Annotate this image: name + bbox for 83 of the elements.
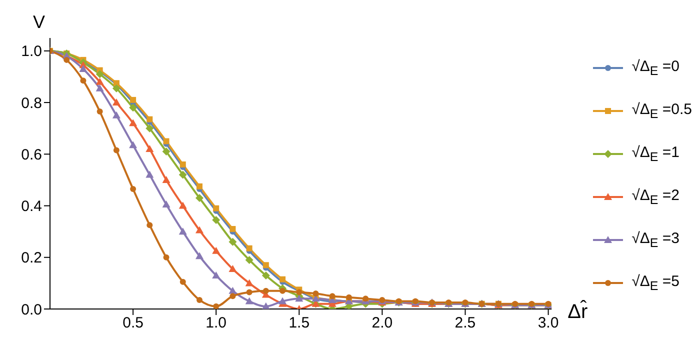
point [245,297,254,304]
point [180,278,186,285]
point [262,271,270,280]
point [195,194,204,202]
point [262,288,269,294]
point [196,183,202,190]
point [212,216,220,224]
point [96,84,104,92]
point [280,276,286,282]
point [195,252,204,260]
point [112,111,120,118]
point [246,289,252,296]
point [230,226,236,232]
x-tick-label: 1.0 [206,314,227,332]
point [280,288,286,294]
point [329,293,336,300]
point [195,226,204,234]
y-tick-label: 0.6 [21,146,42,164]
legend-label: √Δ$_{E}$ =1 [632,144,680,164]
point [196,296,202,303]
x-tick-label: 2.0 [372,314,393,332]
point [295,294,304,302]
point [178,202,187,209]
point [96,108,103,115]
point [162,200,170,208]
point [180,161,186,168]
point [346,294,352,300]
point [146,116,153,122]
legend-label: √Δ$_{E}$ =2 [632,186,680,206]
legend-label: √Δ$_{E}$ =3 [632,230,680,250]
point [130,186,136,192]
point [262,302,270,309]
point [146,124,154,132]
x-tick-label: 3.0 [538,314,559,332]
point [129,141,138,148]
point [362,296,369,302]
point [213,303,220,309]
y-tick-label: 0.4 [21,198,42,216]
point [163,254,170,260]
point [129,104,138,112]
legend-label: √Δ$_{E}$ =0.5 [632,100,692,120]
point [246,245,252,252]
x-tick-label: 1.5 [288,314,310,332]
point [96,78,104,85]
x-tick-label: 2.5 [454,314,476,332]
point [80,78,86,84]
point [112,84,120,92]
point [312,290,319,297]
y-tick-label: 0.2 [21,250,42,267]
y-axis-title: V [32,12,46,32]
point [64,56,70,63]
legend-label: √Δ$_{E}$ =0 [632,58,680,78]
y-tick-label: 0.0 [21,301,42,318]
point [162,176,170,183]
y-tick-label: 0.8 [21,94,42,112]
x-axis-title: Δr̂ [568,299,588,324]
point [130,96,136,103]
point [79,64,88,72]
point [212,271,220,278]
point [129,119,138,126]
point [178,228,187,235]
point [112,98,120,106]
y-tick-label: 1.0 [21,43,42,60]
point [146,170,154,178]
point [96,70,104,78]
point [212,246,220,254]
legend-label: √Δ$_{E}$ =5 [632,272,680,292]
point [178,170,187,179]
x-tick-label: 0.5 [122,314,144,332]
point [230,293,236,300]
point [278,297,287,304]
point [228,264,237,272]
point [146,144,154,152]
point [228,238,237,246]
point [162,148,170,156]
point [146,222,153,228]
point [113,147,120,154]
point [213,205,220,212]
point [228,286,237,294]
point [262,262,269,268]
point [245,256,254,264]
point [245,279,254,286]
point [163,138,170,144]
